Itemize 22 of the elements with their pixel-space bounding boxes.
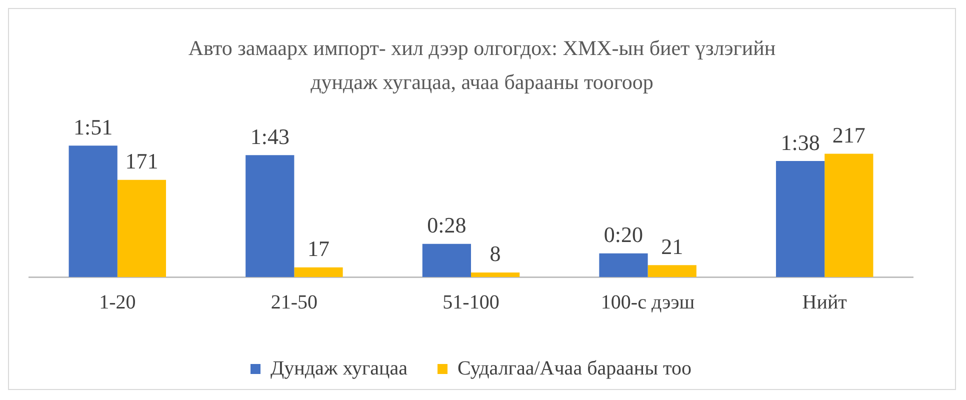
x-tick-label: 100-с дээш xyxy=(600,291,696,314)
data-label: 1:51 xyxy=(74,114,113,140)
data-label: 0:20 xyxy=(604,222,644,248)
data-label: 8 xyxy=(490,241,501,266)
x-tick-label: 21-50 xyxy=(270,291,318,314)
data-label: 171 xyxy=(125,148,158,174)
data-label: 1:43 xyxy=(250,124,290,149)
data-label: 17 xyxy=(308,236,330,262)
data-label: 0:28 xyxy=(427,212,466,238)
bar xyxy=(471,272,520,277)
x-tick-label: 51-100 xyxy=(442,291,500,314)
bar xyxy=(246,155,294,277)
bar xyxy=(422,244,471,277)
chart-title: Авто замаарх импорт- хил дээр олгогдох: ХМХ-ын биет үзлэгийн дундаж хугацаа, ачаа барааны тоогоор xyxy=(187,35,777,96)
data-label: 1:38 xyxy=(780,130,820,155)
x-tick-label: 1-20 xyxy=(99,291,136,314)
bar xyxy=(294,267,343,277)
legend-label: Дундаж хугацаа xyxy=(270,357,408,380)
data-label: 217 xyxy=(832,122,866,148)
data-label: 21 xyxy=(661,234,684,259)
x-tick-label: Нийт xyxy=(802,291,848,314)
legend-label: Судалгаа/Ачаа барааны тоо xyxy=(458,357,692,380)
